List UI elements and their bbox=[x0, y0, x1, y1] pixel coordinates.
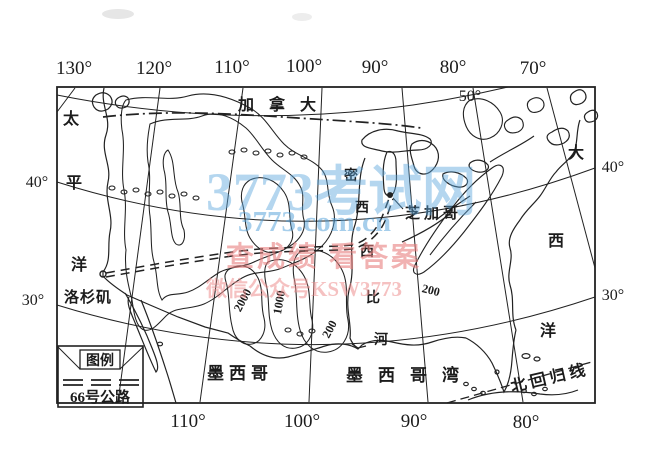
legend-box bbox=[57, 345, 144, 408]
route-66-legend-symbol bbox=[63, 379, 139, 386]
watermark-wechat: 微信公众号KSW3773 bbox=[205, 277, 402, 301]
usa-canada-border bbox=[102, 112, 422, 129]
lon-label-top: 120° bbox=[136, 58, 172, 79]
route-66-line bbox=[99, 192, 404, 278]
lat-label-left: 30° bbox=[22, 292, 44, 309]
legend-item-label: 66号公路 bbox=[70, 388, 131, 406]
lat-label-right: 30° bbox=[602, 287, 624, 304]
pacific-label-char: 洋 bbox=[71, 255, 87, 274]
graticule-labels: 130° 120° 110° 100° 90° 80° 70° 110° 100… bbox=[22, 56, 624, 433]
legend-title-box bbox=[79, 349, 121, 370]
lon-label-bottom: 80° bbox=[513, 412, 540, 433]
atlantic-label-char: 大 bbox=[568, 143, 584, 162]
atlantic-label-char: 洋 bbox=[540, 321, 556, 340]
watermark-site-name: 3773考试网 bbox=[206, 162, 476, 222]
canada-lakes bbox=[462, 97, 545, 163]
contour-label-1000: 1000 bbox=[270, 289, 288, 315]
pacific-label-char: 太 bbox=[62, 109, 80, 128]
atlantic-label-char: 西 bbox=[548, 232, 564, 250]
lon-label-top: 100° bbox=[286, 56, 322, 77]
tropic-of-cancer-line bbox=[446, 360, 596, 404]
tropic-of-cancer-label: 北回归线 bbox=[509, 359, 591, 396]
legend: 图例 66号公路 bbox=[57, 345, 144, 408]
map-frame bbox=[56, 86, 596, 404]
watermark-slogan: 查成绩 看答案 bbox=[226, 240, 422, 273]
coastline bbox=[91, 87, 599, 404]
graticule bbox=[56, 86, 596, 403]
chicago-label: 芝加哥 bbox=[405, 204, 462, 222]
lon-label-top: 110° bbox=[214, 57, 249, 78]
scan-smudges bbox=[102, 9, 312, 21]
lat-label-50: 50° bbox=[459, 88, 481, 105]
watermark-site-url: 3773.com.cn bbox=[238, 206, 391, 238]
mississippi-label-char: 密 bbox=[343, 167, 358, 184]
lon-label-top: 70° bbox=[520, 58, 547, 79]
pacific-label-char: 平 bbox=[66, 174, 82, 192]
lon-label-top: 130° bbox=[56, 58, 92, 79]
mississippi-label-char: 西 bbox=[355, 200, 369, 216]
legend-title: 图例 bbox=[86, 352, 114, 369]
watermark: 3773考试网 3773.com.cn 查成绩 看答案 微信公众号KSW3773 bbox=[205, 162, 476, 301]
mississippi-label-char: 河 bbox=[374, 331, 388, 348]
gulf-of-mexico-label: 墨西哥湾 bbox=[346, 365, 474, 385]
lon-label-top: 90° bbox=[362, 57, 389, 78]
chicago-leader-line bbox=[392, 197, 404, 210]
mexico-label: 墨西哥 bbox=[207, 364, 273, 383]
lon-label-bottom: 90° bbox=[401, 411, 428, 432]
lon-label-top: 80° bbox=[440, 57, 467, 78]
lat-label-right: 40° bbox=[602, 159, 624, 176]
mississippi-label-char: 比 bbox=[366, 289, 380, 306]
lon-label-bottom: 110° bbox=[170, 411, 205, 432]
contour-label-200-west: 200 bbox=[319, 318, 340, 340]
rocky-mountain-contours bbox=[108, 93, 350, 353]
appalachian-contours bbox=[413, 164, 504, 275]
chicago-dot bbox=[387, 192, 393, 198]
lon-label-bottom: 100° bbox=[284, 411, 320, 432]
great-lakes bbox=[361, 128, 490, 197]
lat-label-left: 40° bbox=[26, 174, 48, 191]
los-angeles-dot bbox=[99, 270, 107, 278]
canada-label: 加拿大 bbox=[237, 95, 331, 114]
mississippi-label-char: 西 bbox=[360, 244, 374, 260]
contour-label-200-east: 200 bbox=[421, 281, 442, 299]
los-angeles-label: 洛杉矶 bbox=[64, 288, 112, 306]
